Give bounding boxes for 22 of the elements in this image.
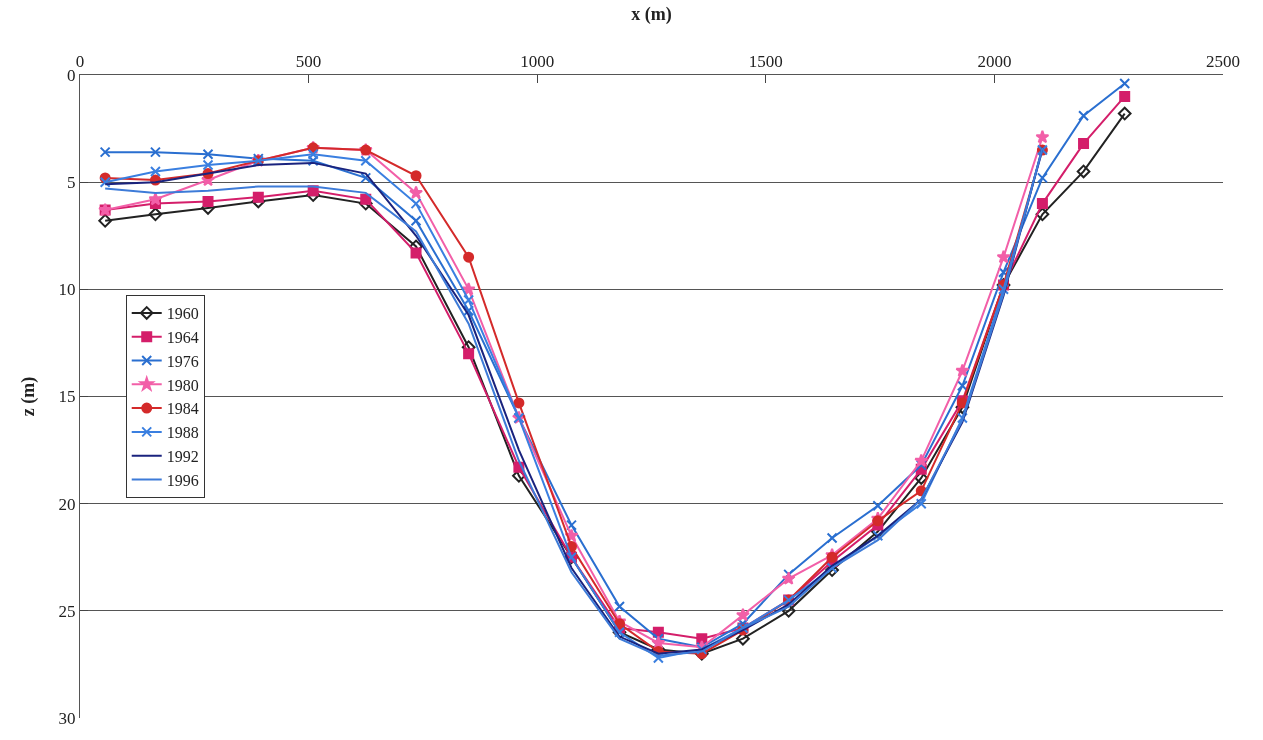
legend-label: 1992 — [166, 447, 199, 465]
y-tick-label: 25 — [58, 601, 76, 621]
legend-label: 1964 — [166, 328, 199, 346]
y-tick-label: 15 — [58, 387, 76, 407]
legend-label: 1984 — [166, 400, 199, 418]
x-tick-label: 500 — [295, 52, 322, 72]
x-tick-label: 1000 — [520, 52, 555, 72]
legend-label: 1996 — [166, 471, 199, 489]
y-tick-label: 0 — [67, 65, 76, 85]
y-axis-title: z (m) — [18, 376, 39, 417]
y-tick-label: 10 — [58, 280, 76, 300]
y-tick-label: 5 — [67, 173, 76, 193]
legend-label: 1976 — [166, 352, 199, 370]
x-tick-label: 2500 — [1206, 52, 1240, 72]
legend-label: 1960 — [166, 305, 199, 323]
y-tick-label: 20 — [58, 494, 76, 514]
legend-label: 1988 — [166, 424, 199, 442]
x-axis-title: x (m) — [631, 4, 672, 25]
legend-label: 1980 — [166, 376, 199, 394]
x-tick-label: 2000 — [977, 52, 1012, 72]
y-tick-label: 30 — [58, 708, 76, 728]
x-tick-label: 1500 — [748, 52, 783, 72]
